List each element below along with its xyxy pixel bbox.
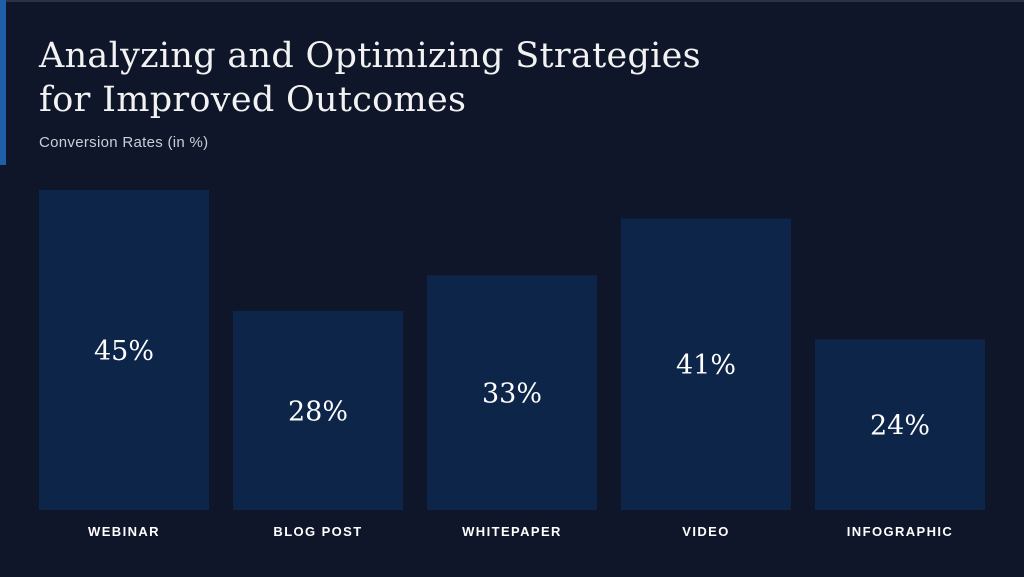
- chart-title: Analyzing and Optimizing Strategies for …: [39, 34, 939, 122]
- data-label-webinar: 45%: [94, 336, 154, 367]
- bar-webinar: [39, 190, 209, 510]
- category-label-whitepaper: WHITEPAPER: [462, 524, 562, 539]
- chart-subtitle: Conversion Rates (in %): [39, 134, 209, 151]
- data-label-infographic: 24%: [870, 411, 930, 442]
- bar-whitepaper: [427, 275, 597, 510]
- bar-infographic: [815, 339, 985, 510]
- top-divider: [0, 0, 1024, 2]
- category-label-video: VIDEO: [682, 524, 729, 539]
- data-label-whitepaper: 33%: [482, 379, 542, 410]
- accent-bar: [0, 0, 6, 165]
- bar-video: [621, 218, 791, 510]
- bar-blog-post: [233, 310, 403, 510]
- category-label-infographic: INFOGRAPHIC: [847, 524, 953, 539]
- data-label-video: 41%: [676, 350, 736, 381]
- chart-title-line-1: Analyzing and Optimizing Strategies: [39, 36, 701, 76]
- data-label-blog-post: 28%: [288, 396, 348, 427]
- category-label-blog-post: BLOG POST: [273, 524, 362, 539]
- category-label-webinar: WEBINAR: [88, 524, 160, 539]
- chart-title-line-2: for Improved Outcomes: [39, 80, 467, 120]
